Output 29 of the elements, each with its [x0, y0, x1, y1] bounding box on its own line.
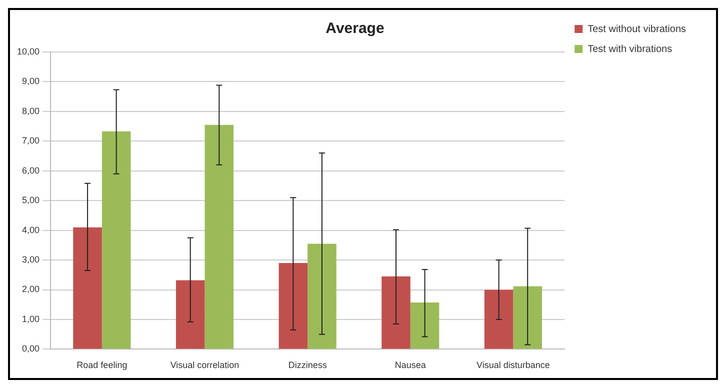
legend-label: Test with vibrations — [588, 44, 672, 55]
y-tick-label: 6,00 — [22, 165, 40, 176]
y-tick-label: 7,00 — [22, 136, 40, 146]
bar — [410, 302, 440, 349]
y-tick-label: 5,00 — [22, 195, 40, 206]
bar — [102, 131, 131, 349]
bar — [382, 276, 410, 349]
bar — [308, 244, 336, 349]
bar — [204, 124, 234, 349]
y-tick-label: 3,00 — [22, 254, 40, 265]
x-tick-label: Road feeling — [76, 360, 128, 370]
x-tick-label: Dizziness — [288, 360, 328, 370]
legend-label: Test without vibrations — [588, 24, 686, 35]
y-tick-label: 8,00 — [22, 106, 40, 116]
y-tick-label: 4,00 — [22, 224, 40, 235]
bar — [484, 290, 514, 349]
y-tick-label: 10,00 — [16, 46, 40, 56]
bar — [73, 227, 102, 349]
y-tick-label: 2,00 — [22, 284, 40, 294]
x-tick-label: Visual disturbance — [476, 360, 550, 370]
bar — [513, 286, 542, 349]
x-tick-label: Visual correlation — [170, 360, 240, 370]
x-tick-label: Nausea — [394, 360, 426, 370]
y-tick-label: 9,00 — [22, 76, 40, 86]
y-tick-label: 0,00 — [22, 344, 40, 354]
bar — [176, 280, 205, 349]
chart-title: Average — [326, 20, 384, 38]
bar — [278, 263, 308, 349]
y-tick-label: 1,00 — [22, 314, 40, 324]
